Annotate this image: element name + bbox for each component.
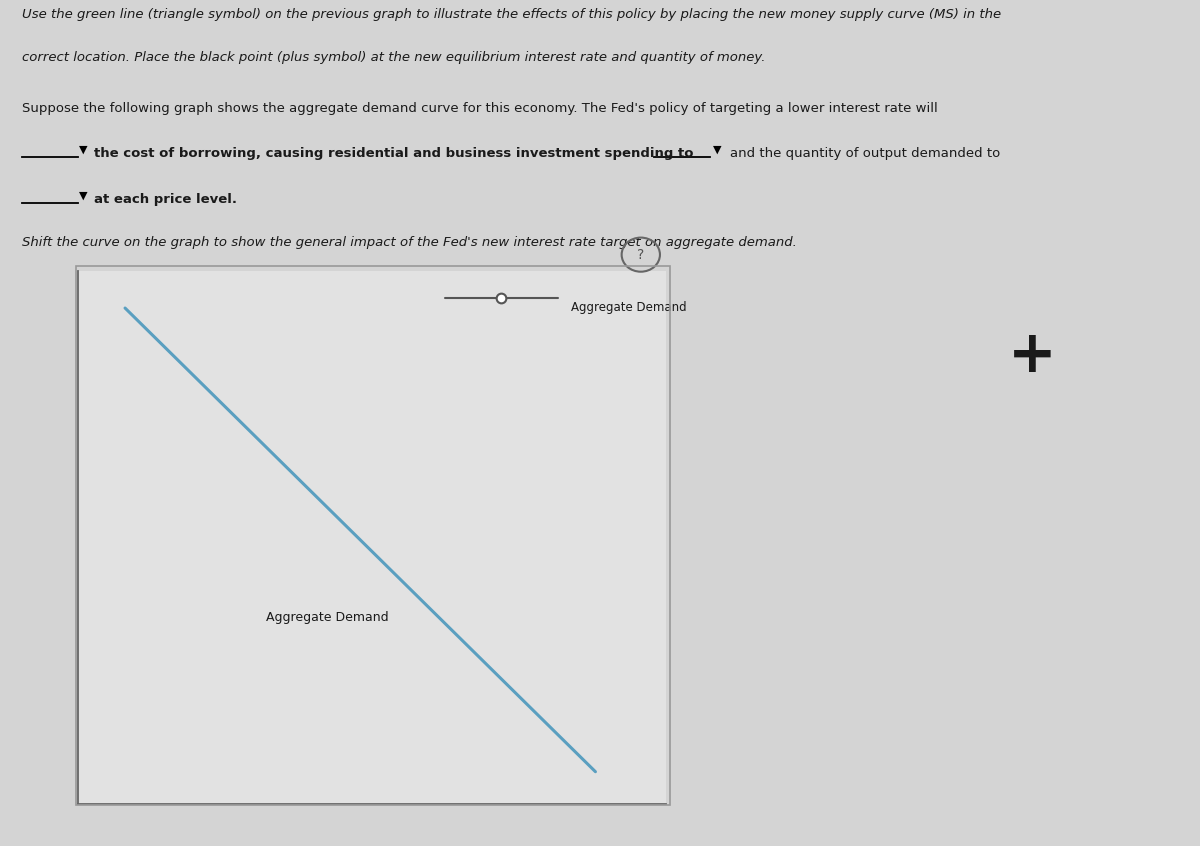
Text: Aggregate Demand: Aggregate Demand [266,611,389,624]
Text: Suppose the following graph shows the aggregate demand curve for this economy. T: Suppose the following graph shows the ag… [22,102,937,114]
Text: ▼: ▼ [713,145,721,155]
Text: correct location. Place the black point (plus symbol) at the new equilibrium int: correct location. Place the black point … [22,51,766,63]
Text: Aggregate Demand: Aggregate Demand [571,301,686,315]
Text: ▼: ▼ [79,190,88,201]
Text: Shift the curve on the graph to show the general impact of the Fed's new interes: Shift the curve on the graph to show the… [22,236,797,249]
Text: the cost of borrowing, causing residential and business investment spending to: the cost of borrowing, causing residenti… [94,147,694,160]
Text: ?: ? [637,248,644,261]
Text: ▼: ▼ [79,145,88,155]
Text: Use the green line (triangle symbol) on the previous graph to illustrate the eff: Use the green line (triangle symbol) on … [22,8,1001,20]
Text: and the quantity of output demanded to: and the quantity of output demanded to [730,147,1000,160]
Text: at each price level.: at each price level. [94,193,236,206]
Text: +: + [1008,327,1056,384]
